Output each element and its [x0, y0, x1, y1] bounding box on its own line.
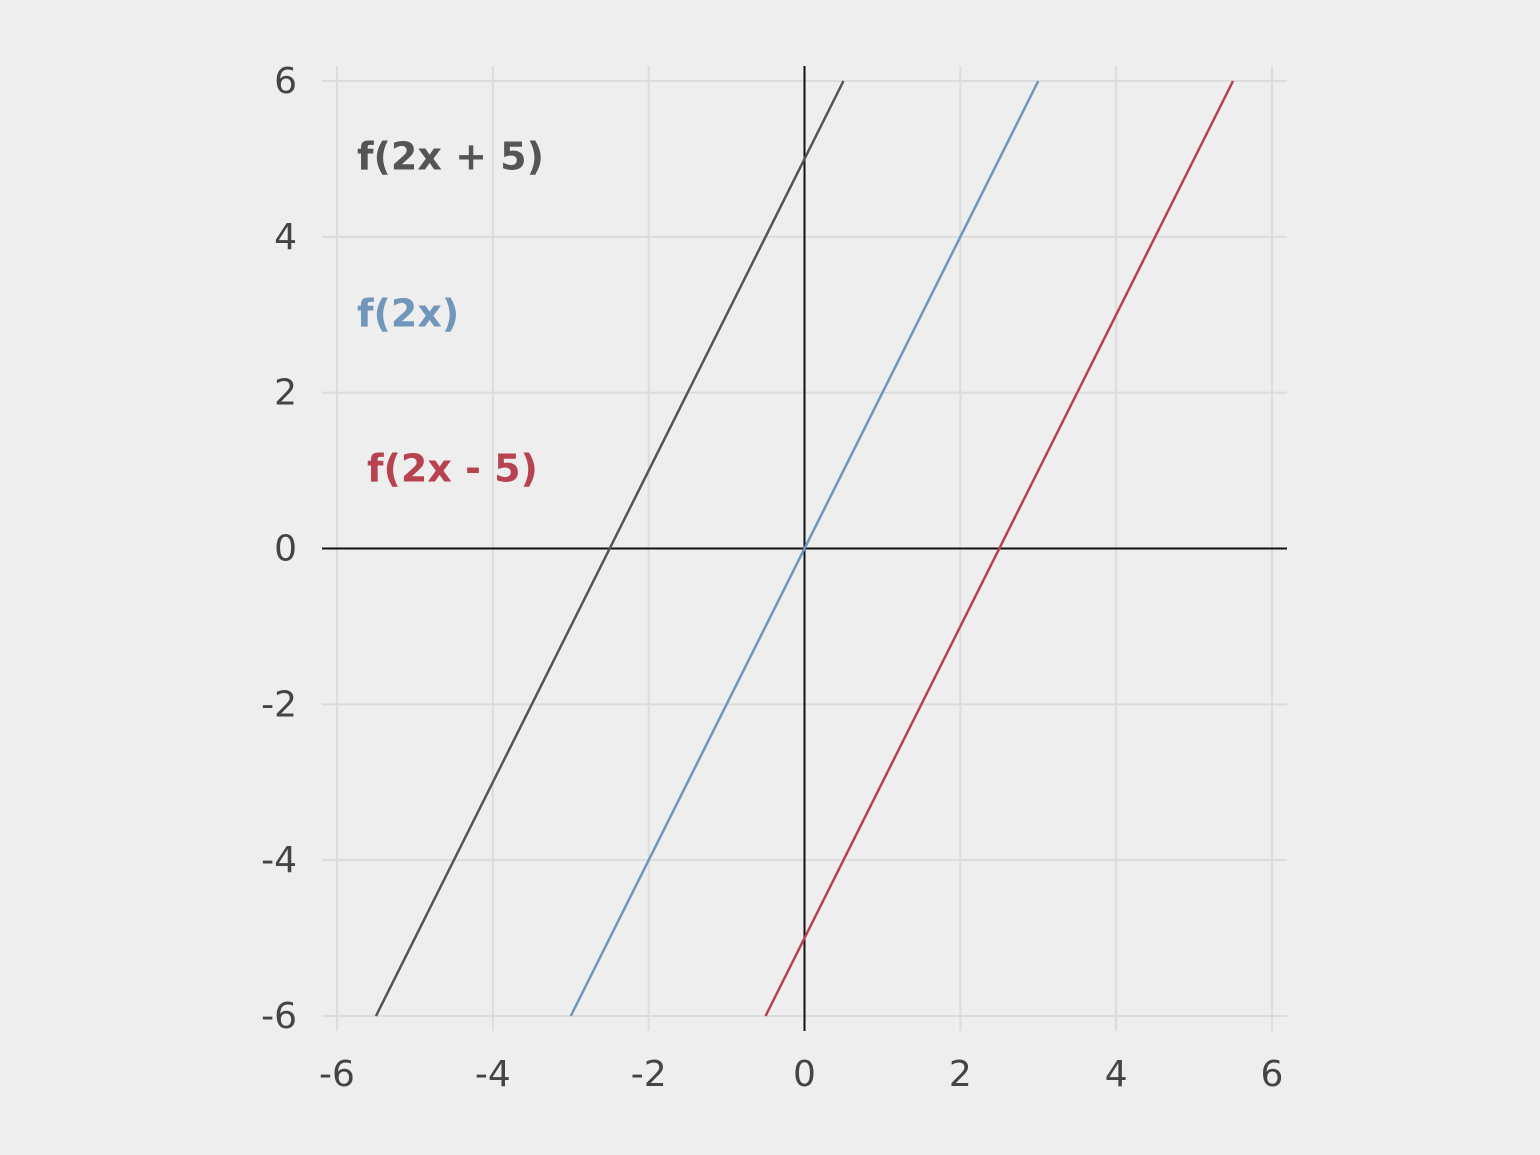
x-tick-label: -2: [631, 1054, 667, 1095]
y-tick-label: 4: [274, 217, 297, 258]
x-tick-label: 6: [1261, 1054, 1284, 1095]
x-tick-label: -6: [319, 1054, 355, 1095]
y-tick-label: -4: [261, 840, 297, 881]
y-tick-label: 0: [274, 529, 297, 570]
x-tick-label: 2: [949, 1054, 972, 1095]
y-tick-label: -6: [261, 996, 297, 1037]
series-line: [374, 80, 845, 1017]
y-tick-label: 2: [274, 373, 297, 414]
y-tick-label: -2: [261, 684, 297, 725]
legend-label: f(2x + 5): [357, 135, 544, 179]
legend-label: f(2x - 5): [367, 447, 538, 491]
x-tick-label: 0: [793, 1054, 816, 1095]
series-line: [569, 80, 1040, 1017]
y-tick-label: 6: [274, 61, 297, 102]
x-tick-label: -4: [475, 1054, 511, 1095]
series-line: [764, 80, 1235, 1017]
legend-label: f(2x): [357, 292, 459, 336]
x-tick-label: 4: [1105, 1054, 1128, 1095]
